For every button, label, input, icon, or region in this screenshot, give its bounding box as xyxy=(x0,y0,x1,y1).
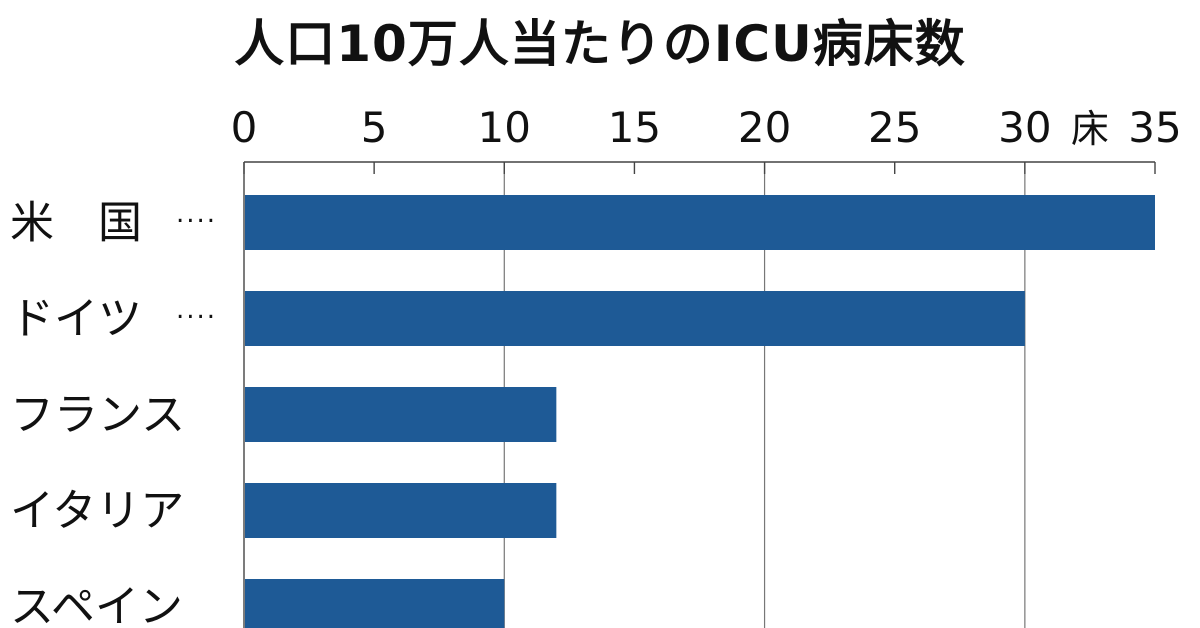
x-tick-label: 15 xyxy=(608,103,661,152)
x-tick-label: 5 xyxy=(361,103,388,152)
x-tick-label: 25 xyxy=(868,103,921,152)
bar xyxy=(245,387,557,442)
chart-title: 人口10万人当たりのICU病床数 xyxy=(234,15,966,73)
bar xyxy=(245,195,1155,250)
category-leader-dots: ···· xyxy=(176,207,217,237)
category-label: スペイン xyxy=(10,582,183,628)
category-leader-dots: ···· xyxy=(176,303,217,333)
bar xyxy=(245,483,557,538)
category-label: 米 国 xyxy=(10,198,142,249)
x-tick-label: 30 xyxy=(998,103,1051,152)
category-label: ドイツ xyxy=(10,294,142,345)
x-tick-label: 35 xyxy=(1128,103,1181,152)
x-tick-label: 20 xyxy=(738,103,791,152)
bar xyxy=(245,579,505,628)
category-label: フランス xyxy=(10,390,185,441)
bar xyxy=(245,291,1025,346)
x-tick-label: 10 xyxy=(478,103,531,152)
category-label: イタリア xyxy=(10,486,184,537)
x-tick-label: 0 xyxy=(231,103,258,152)
x-axis-unit: 床 xyxy=(1071,107,1109,151)
